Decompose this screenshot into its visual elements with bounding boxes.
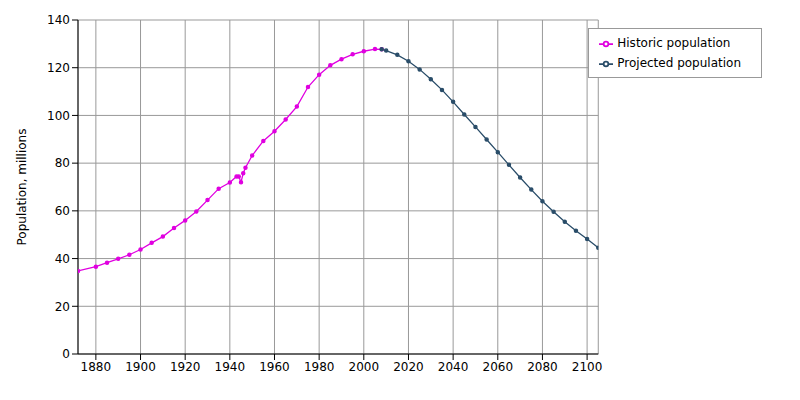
- svg-text:2060: 2060: [483, 360, 514, 374]
- svg-text:2080: 2080: [527, 360, 558, 374]
- svg-text:100: 100: [47, 109, 70, 123]
- svg-text:2100: 2100: [572, 360, 603, 374]
- svg-text:1920: 1920: [170, 360, 201, 374]
- svg-text:40: 40: [55, 252, 70, 266]
- svg-text:80: 80: [55, 156, 70, 170]
- svg-text:60: 60: [55, 204, 70, 218]
- svg-text:2000: 2000: [349, 360, 380, 374]
- svg-text:1980: 1980: [304, 360, 335, 374]
- svg-text:120: 120: [47, 61, 70, 75]
- html-text:Historic population: Historic population: [617, 36, 731, 50]
- svg-text:0: 0: [62, 347, 70, 361]
- svg-text:2020: 2020: [393, 360, 424, 374]
- svg-text:2040: 2040: [438, 360, 469, 374]
- svg-text:20: 20: [55, 300, 70, 314]
- svg-text:1900: 1900: [125, 360, 156, 374]
- svg-text:140: 140: [47, 13, 70, 27]
- svg-text:1940: 1940: [215, 360, 246, 374]
- svg-text:1960: 1960: [259, 360, 290, 374]
- svg-text:1880: 1880: [81, 360, 112, 374]
- svg-text:Population, millions: Population, millions: [15, 129, 29, 246]
- html-text:Projected population: Projected population: [617, 56, 741, 70]
